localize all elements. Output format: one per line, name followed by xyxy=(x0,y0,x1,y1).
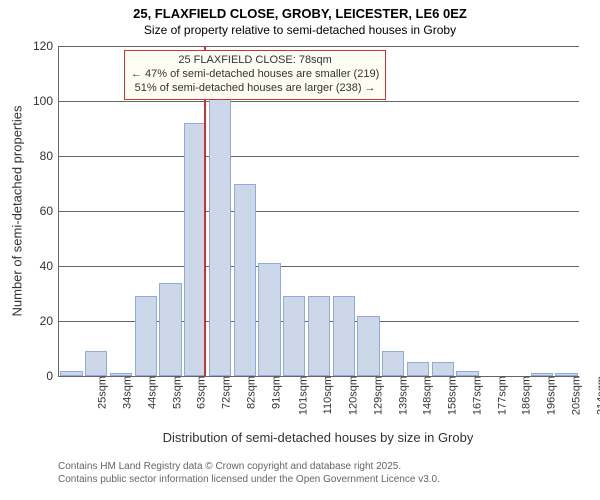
histogram-bar xyxy=(159,283,181,377)
x-tick-label: 167sqm xyxy=(467,376,483,415)
annotation-line2: ← 47% of semi-detached houses are smalle… xyxy=(131,68,379,82)
title-line1: 25, FLAXFIELD CLOSE, GROBY, LEICESTER, L… xyxy=(133,6,467,21)
chart-subtitle: Size of property relative to semi-detach… xyxy=(0,23,600,39)
y-tick-label: 100 xyxy=(33,94,59,108)
footer-line2: Contains public sector information licen… xyxy=(58,473,440,486)
x-tick-label: 120sqm xyxy=(344,376,360,415)
x-tick-label: 110sqm xyxy=(318,376,334,414)
histogram-bar xyxy=(382,351,404,376)
x-tick-label: 148sqm xyxy=(418,376,434,415)
x-tick-label: 186sqm xyxy=(517,376,533,415)
y-tick-label: 40 xyxy=(40,259,59,273)
x-tick-label: 196sqm xyxy=(542,376,558,415)
histogram-bar xyxy=(357,316,379,377)
plot-area: 02040608010012025sqm34sqm44sqm53sqm63sqm… xyxy=(58,46,579,377)
chart-container: 25, FLAXFIELD CLOSE, GROBY, LEICESTER, L… xyxy=(0,0,600,500)
x-tick-label: 205sqm xyxy=(566,376,582,415)
x-tick-label: 34sqm xyxy=(118,376,134,409)
histogram-bar xyxy=(333,296,355,376)
footer-line1: Contains HM Land Registry data © Crown c… xyxy=(58,460,440,473)
histogram-bar xyxy=(60,371,82,377)
annotation-line1: 25 FLAXFIELD CLOSE: 78sqm xyxy=(131,54,379,68)
x-tick-label: 91sqm xyxy=(266,376,282,409)
x-tick-label: 158sqm xyxy=(443,376,459,415)
x-tick-label: 72sqm xyxy=(217,376,233,409)
y-gridline xyxy=(59,101,579,102)
y-tick-label: 80 xyxy=(40,149,59,163)
x-tick-label: 25sqm xyxy=(93,376,109,409)
x-tick-label: 82sqm xyxy=(241,376,257,409)
annotation-line3: 51% of semi-detached houses are larger (… xyxy=(131,82,379,96)
x-tick-label: 139sqm xyxy=(393,376,409,415)
y-gridline xyxy=(59,211,579,212)
histogram-bar xyxy=(209,98,231,376)
footer: Contains HM Land Registry data © Crown c… xyxy=(58,460,440,486)
x-tick-label: 214sqm xyxy=(591,376,600,415)
histogram-bar xyxy=(85,351,107,376)
histogram-bar xyxy=(135,296,157,376)
x-axis-label: Distribution of semi-detached houses by … xyxy=(163,430,474,445)
histogram-bar xyxy=(283,296,305,376)
x-tick-label: 177sqm xyxy=(492,376,508,415)
histogram-bar xyxy=(258,263,280,376)
histogram-bar xyxy=(308,296,330,376)
y-axis-label: Number of semi-detached properties xyxy=(10,106,25,317)
y-gridline xyxy=(59,266,579,267)
x-tick-label: 44sqm xyxy=(142,376,158,409)
histogram-bar xyxy=(456,371,478,377)
chart-title: 25, FLAXFIELD CLOSE, GROBY, LEICESTER, L… xyxy=(0,0,600,23)
y-tick-label: 120 xyxy=(33,39,59,53)
histogram-bar xyxy=(432,362,454,376)
y-tick-label: 60 xyxy=(40,204,59,218)
histogram-bar xyxy=(234,184,256,377)
x-tick-label: 101sqm xyxy=(294,376,310,415)
y-tick-label: 0 xyxy=(46,369,59,383)
x-tick-label: 53sqm xyxy=(167,376,183,409)
histogram-bar xyxy=(555,373,577,376)
x-tick-label: 63sqm xyxy=(192,376,208,409)
histogram-bar xyxy=(110,373,132,376)
histogram-bar xyxy=(531,373,553,376)
annotation-box: 25 FLAXFIELD CLOSE: 78sqm← 47% of semi-d… xyxy=(124,50,386,99)
y-gridline xyxy=(59,156,579,157)
y-gridline xyxy=(59,46,579,47)
title-line2: Size of property relative to semi-detach… xyxy=(144,23,456,37)
x-tick-label: 129sqm xyxy=(368,376,384,415)
histogram-bar xyxy=(407,362,429,376)
y-tick-label: 20 xyxy=(40,314,59,328)
